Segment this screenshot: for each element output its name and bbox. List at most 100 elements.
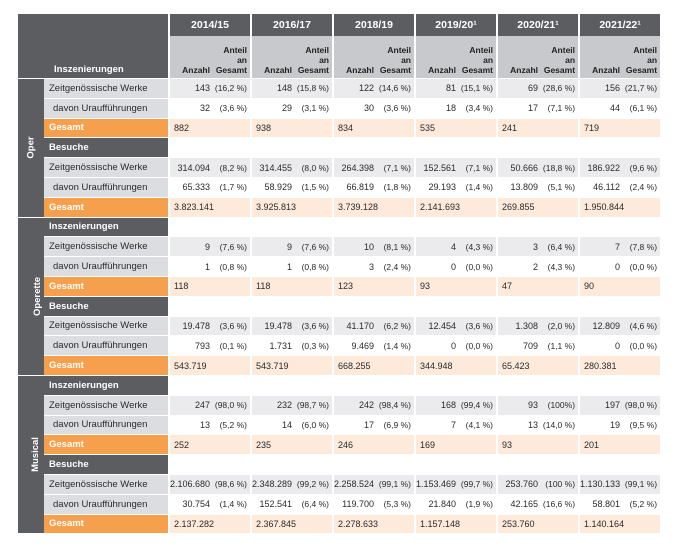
row-label: Zeitgenössische Werke	[44, 473, 168, 494]
count-cell: 13	[496, 414, 542, 435]
anteil-header: Anteil an Gesamt	[541, 36, 579, 78]
table-row-zg: Zeitgenössische Werke 314.094 (8,2 %) 314.4…	[18, 157, 661, 177]
table-row-ges: Gesamt 882 938 834 535 241 719	[18, 117, 661, 138]
share-cell: (14,0 %)	[541, 414, 579, 435]
count-cell: 2.258.524	[332, 473, 377, 494]
share-cell: (0,3 %)	[295, 335, 332, 356]
section-label-text: Musical	[29, 437, 41, 473]
total-cell: 2.141.693	[414, 196, 497, 217]
share-cell: (4,6 %)	[623, 315, 661, 336]
share-cell: (15,8 %)	[295, 78, 332, 98]
share-cell: (7,1 %)	[541, 97, 579, 118]
count-cell: 2.348.289	[250, 473, 295, 494]
count-cell: 1.153.469	[414, 473, 459, 494]
share-cell: (0,8 %)	[295, 256, 332, 276]
count-cell: 0	[414, 256, 459, 276]
statistics-table-container: 2014/15 2016/17 2018/19 2019/20¹ 2020/21¹ 202…	[18, 14, 661, 534]
table-row-ges: Gesamt 118 118 123 93 47 90	[18, 275, 661, 296]
total-cell: 535	[414, 117, 497, 138]
count-cell: 0	[578, 256, 624, 276]
row-label: Gesamt	[44, 513, 168, 534]
share-cell: (4,3 %)	[541, 256, 579, 276]
share-cell: (28,6 %)	[541, 78, 579, 98]
section-label-musical: Musical	[18, 374, 44, 534]
share-cell: (3,6 %)	[295, 315, 332, 336]
section-filler	[168, 216, 661, 237]
share-cell: (1,9 %)	[459, 493, 497, 514]
section-filler	[168, 137, 661, 158]
count-cell: 42.165	[496, 493, 542, 514]
share-cell: (7,1 %)	[377, 157, 414, 177]
count-cell: 242	[332, 394, 377, 415]
total-cell: 1.140.164	[578, 513, 661, 534]
row-label: Zeitgenössische Werke	[44, 315, 168, 336]
share-cell: (16,2 %)	[213, 78, 250, 98]
row-label: Gesamt	[44, 355, 168, 375]
row-label: davon Uraufführungen	[44, 414, 168, 435]
count-cell: 119.700	[332, 493, 377, 514]
anteil-header: Anteil an Gesamt	[213, 36, 250, 78]
count-cell: 152.561	[414, 157, 459, 177]
total-cell: 201	[578, 434, 661, 455]
count-cell: 1	[250, 256, 295, 276]
share-cell: (1,5 %)	[295, 176, 332, 197]
header-corner	[18, 14, 168, 36]
count-cell: 122	[332, 78, 377, 98]
share-cell: (6,2 %)	[377, 315, 414, 336]
share-cell: (3,6 %)	[213, 97, 250, 118]
share-cell: (1,1 %)	[541, 335, 579, 356]
count-cell: 264.398	[332, 157, 377, 177]
count-cell: 247	[168, 394, 213, 415]
year-header-row: 2014/15 2016/17 2018/19 2019/20¹ 2020/21¹ 202…	[18, 14, 661, 36]
share-cell: (100 %)	[541, 473, 579, 494]
row-label: Zeitgenössische Werke	[44, 394, 168, 415]
share-cell: (0,0 %)	[459, 256, 497, 276]
table-row-da: davon Uraufführungen 1 (0,8 %) 1 (0,8 %) 3 (2,…	[18, 256, 661, 276]
table-row-sec: Musical Inszenierungen	[18, 374, 661, 534]
anzahl-header: Anzahl	[168, 36, 213, 78]
table-row-zg: Zeitgenössische Werke 19.478 (3,6 %) 19.478…	[18, 315, 661, 336]
count-cell: 9	[250, 236, 295, 257]
share-cell: (100%)	[541, 394, 579, 415]
total-cell: 90	[578, 275, 661, 296]
share-cell: (0,0 %)	[459, 335, 497, 356]
row-label: Inszenierungen	[44, 216, 168, 237]
table-row-ges: Gesamt 3.823.141 3.925.813 3.739.128 2.141.6…	[18, 196, 661, 217]
subheader-row: Inszenierungen Anzahl Anteil an Gesamt Anzahl…	[18, 36, 661, 78]
share-cell: (5,2 %)	[213, 414, 250, 435]
total-cell: 169	[414, 434, 497, 455]
table-row-da: davon Uraufführungen 30.754 (1,4 %) 152.541…	[18, 493, 661, 514]
row-label: Inszenierungen	[44, 374, 168, 395]
count-cell: 19	[578, 414, 624, 435]
share-cell: (14,6 %)	[377, 78, 414, 98]
row-label: Gesamt	[44, 275, 168, 296]
share-cell: (4,3 %)	[459, 236, 497, 257]
table-row-da: davon Uraufführungen 65.333 (1,7 %) 58.929(…	[18, 176, 661, 197]
count-cell: 58.929	[250, 176, 295, 197]
count-cell: 148	[250, 78, 295, 98]
share-cell: (6,0 %)	[295, 414, 332, 435]
total-cell: 241	[496, 117, 579, 138]
count-cell: 2	[496, 256, 542, 276]
share-cell: (98,0 %)	[623, 394, 661, 415]
table-row-zg: Oper Zeitgenössische Werke 143 (16,2 %) 148(…	[18, 78, 661, 217]
table-row-ges: Gesamt 543.719 543.719 668.255 344.948 65.423…	[18, 355, 661, 375]
section-label-operette: Operette	[18, 216, 44, 375]
row-label: Gesamt	[44, 117, 168, 138]
anzahl-header: Anzahl	[250, 36, 295, 78]
header-row-label: Inszenierungen	[44, 36, 168, 78]
anzahl-header: Anzahl	[578, 36, 624, 78]
count-cell: 17	[496, 97, 542, 118]
total-cell: 543.719	[250, 355, 332, 375]
count-cell: 232	[250, 394, 295, 415]
table-row-ges: Gesamt 252 235 246 169 93 201	[18, 434, 661, 455]
count-cell: 152.541	[250, 493, 295, 514]
count-cell: 3	[332, 256, 377, 276]
table-row-da: davon Uraufführungen 13 (5,2 %) 14 (6,0 %) 17…	[18, 414, 661, 435]
count-cell: 66.819	[332, 176, 377, 197]
share-cell: (98,0 %)	[213, 394, 250, 415]
count-cell: 19.478	[250, 315, 295, 336]
total-cell: 118	[250, 275, 332, 296]
share-cell: (3,6 %)	[377, 97, 414, 118]
section-filler	[168, 295, 661, 316]
